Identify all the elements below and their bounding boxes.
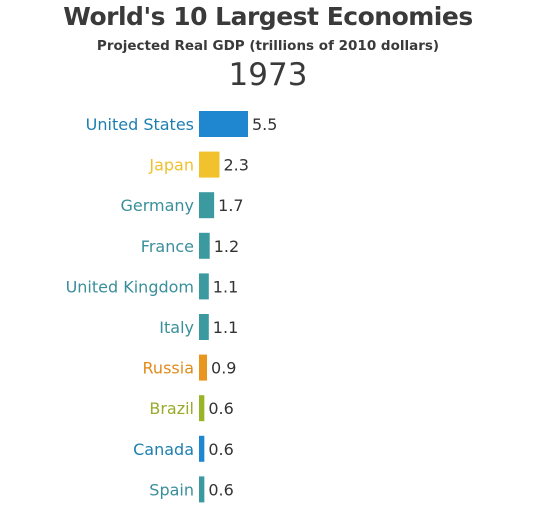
- value-label: 0.6: [208, 480, 233, 499]
- value-label: 5.5: [252, 115, 277, 134]
- category-label: Canada: [133, 440, 194, 459]
- bar: [199, 151, 220, 178]
- category-label: Germany: [120, 196, 194, 215]
- bar: [199, 354, 208, 381]
- category-label: Japan: [148, 156, 194, 175]
- value-label: 1.1: [213, 277, 238, 296]
- bar: [199, 476, 205, 503]
- bar: [199, 435, 205, 462]
- bar: [199, 111, 248, 137]
- bar: [199, 232, 210, 259]
- value-label: 1.7: [218, 196, 243, 215]
- category-label: Spain: [149, 480, 194, 499]
- value-label: 1.2: [214, 237, 239, 256]
- value-label: 0.9: [211, 359, 236, 378]
- bar: [199, 314, 209, 340]
- bar: [199, 395, 205, 422]
- category-label: United States: [86, 115, 194, 134]
- value-label: 1.1: [213, 318, 238, 337]
- bar: [199, 192, 215, 219]
- category-label: France: [141, 237, 194, 256]
- value-label: 0.6: [208, 399, 233, 418]
- chart-title: World's 10 Largest Economies: [63, 2, 473, 31]
- bar: [199, 273, 209, 300]
- category-label: Italy: [159, 318, 194, 337]
- year-label: 1973: [228, 57, 308, 93]
- value-label: 2.3: [223, 156, 248, 175]
- category-label: Russia: [143, 359, 194, 378]
- category-label: Brazil: [149, 399, 194, 418]
- value-label: 0.6: [208, 440, 233, 459]
- chart-subtitle: Projected Real GDP (trillions of 2010 do…: [96, 38, 440, 54]
- category-label: United Kingdom: [66, 277, 194, 296]
